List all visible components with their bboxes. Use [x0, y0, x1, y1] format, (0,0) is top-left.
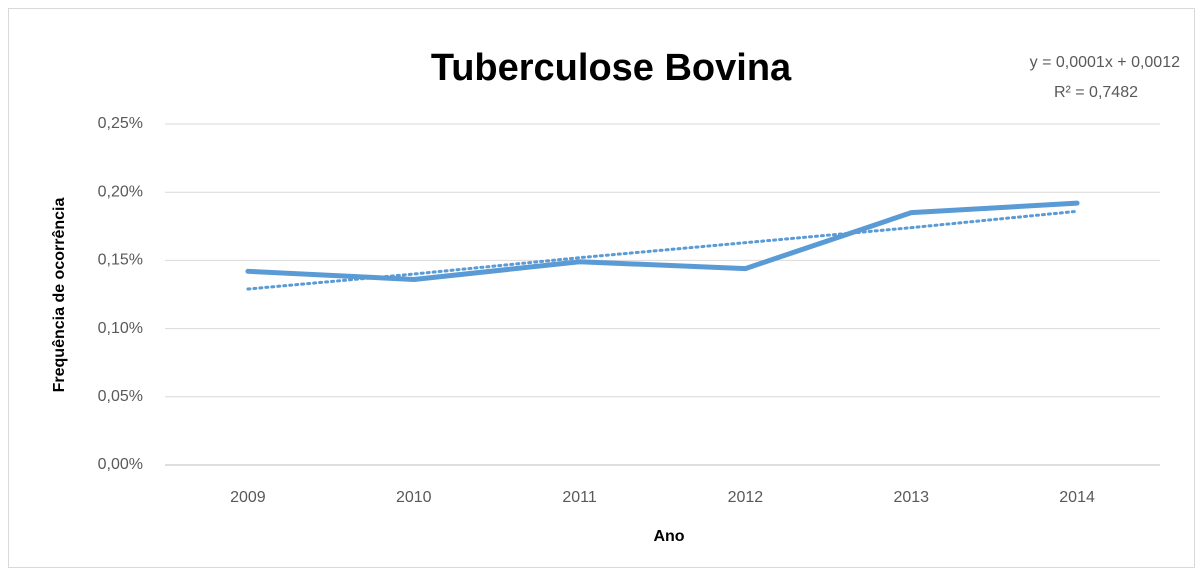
y-tick-label: 0,10%: [98, 320, 143, 337]
chart-border: [8, 8, 1195, 568]
x-axis-label: Ano: [653, 528, 684, 545]
trend-equation: y = 0,0001x + 0,0012: [1030, 54, 1180, 71]
line: [245, 200, 1080, 282]
y-axis-label: Frequência de ocorrência: [51, 198, 68, 393]
x-tick-label: 2012: [728, 489, 764, 506]
x-tick-label: 2009: [230, 489, 266, 506]
chart-title: Tuberculose Bovina: [431, 47, 792, 89]
trend-r2: R² = 0,7482: [1054, 84, 1138, 101]
y-tick-label: 0,20%: [98, 183, 143, 200]
x-tick-label: 2011: [562, 489, 597, 506]
x-tick-label: 2010: [396, 489, 432, 506]
y-tick-label: 0,05%: [98, 388, 143, 405]
y-tick-label: 0,00%: [98, 456, 143, 473]
y-tick-label: 0,15%: [98, 252, 143, 269]
y-tick-label: 0,25%: [98, 115, 143, 132]
x-tick-label: 2013: [893, 489, 929, 506]
x-tick-label: 2014: [1059, 489, 1095, 506]
